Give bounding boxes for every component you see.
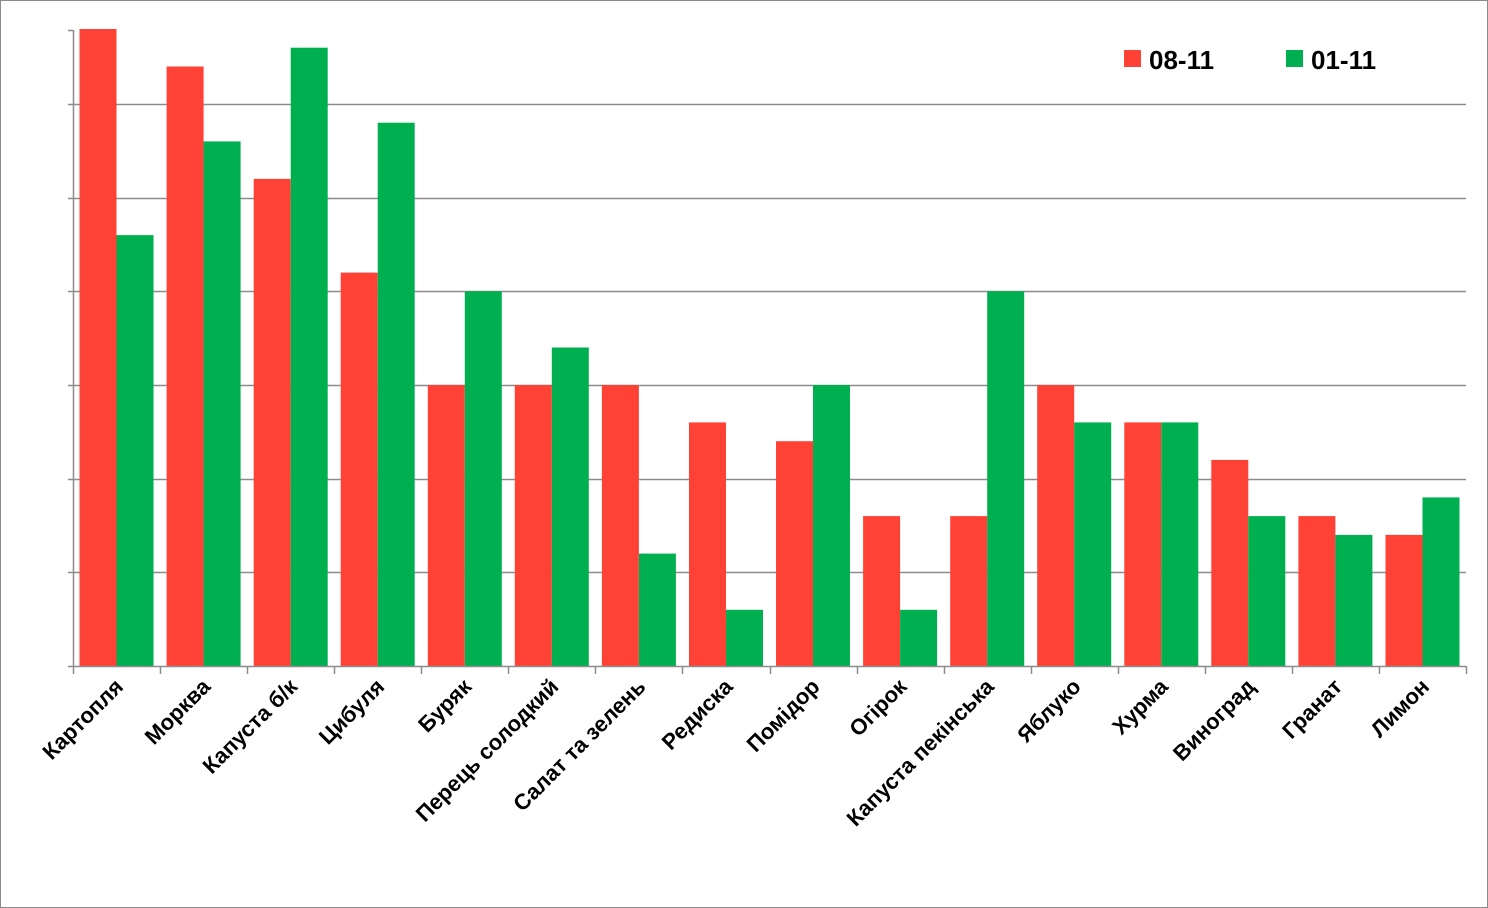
- bar-08-11-2: [253, 178, 291, 666]
- category-label: Перець солодкий: [411, 674, 564, 827]
- bar-01-11-6: [638, 553, 676, 666]
- bar-01-11-10: [987, 291, 1025, 666]
- category-label: Яблуко: [1012, 674, 1085, 747]
- category-label: Буряк: [413, 673, 477, 737]
- bar-01-11-5: [551, 347, 589, 666]
- bar-01-11-4: [464, 291, 502, 666]
- bar-08-11-12: [1124, 422, 1162, 666]
- legend-label: 01-11: [1311, 45, 1376, 75]
- bar-08-11-11: [1037, 385, 1075, 666]
- bar-08-11-0: [79, 29, 117, 666]
- legend-label: 08-11: [1149, 45, 1214, 75]
- category-label: Виноград: [1168, 674, 1260, 766]
- bar-01-11-0: [116, 235, 154, 666]
- legend-swatch: [1286, 50, 1303, 67]
- bar-08-11-10: [950, 516, 988, 666]
- bar-01-11-14: [1335, 534, 1373, 666]
- bar-01-11-7: [726, 609, 763, 666]
- bar-08-11-6: [601, 385, 639, 666]
- legend: 08-11 01-11: [1124, 45, 1376, 75]
- bar-08-11-1: [166, 66, 204, 666]
- category-label: Цибуля: [314, 674, 389, 749]
- bar-01-11-13: [1248, 516, 1286, 666]
- bar-08-11-14: [1298, 516, 1336, 666]
- bar-08-11-8: [776, 441, 813, 666]
- category-label: Хурма: [1107, 673, 1173, 739]
- bar-08-11-15: [1385, 534, 1423, 666]
- bar-01-11-8: [813, 385, 850, 666]
- category-label: Морква: [140, 673, 216, 749]
- bar-08-11-5: [514, 385, 552, 666]
- category-label: Редиска: [657, 673, 738, 754]
- bar-08-11-13: [1211, 459, 1249, 666]
- bar-08-11-7: [689, 422, 726, 666]
- category-label: Огірок: [844, 673, 912, 741]
- bar-01-11-2: [290, 47, 328, 666]
- category-label: Капуста б/к: [198, 673, 303, 778]
- bar-01-11-1: [203, 141, 241, 666]
- legend-swatch: [1124, 50, 1141, 67]
- category-label: Лимон: [1366, 674, 1434, 742]
- bar-08-11-9: [863, 516, 901, 666]
- category-label: Картопля: [37, 674, 128, 765]
- bar-01-11-9: [900, 609, 938, 666]
- bar-01-11-12: [1161, 422, 1199, 666]
- bars: [79, 29, 1460, 666]
- bar-08-11-4: [427, 385, 465, 666]
- bar-01-11-3: [377, 122, 415, 666]
- axes: [68, 30, 1468, 674]
- category-label: Помідор: [742, 674, 825, 757]
- category-label: Капуста пекінська: [842, 673, 1000, 831]
- bar-01-11-15: [1422, 497, 1460, 666]
- category-label: Гранат: [1277, 674, 1347, 744]
- bar-08-11-3: [340, 272, 378, 666]
- bar-01-11-11: [1074, 422, 1112, 666]
